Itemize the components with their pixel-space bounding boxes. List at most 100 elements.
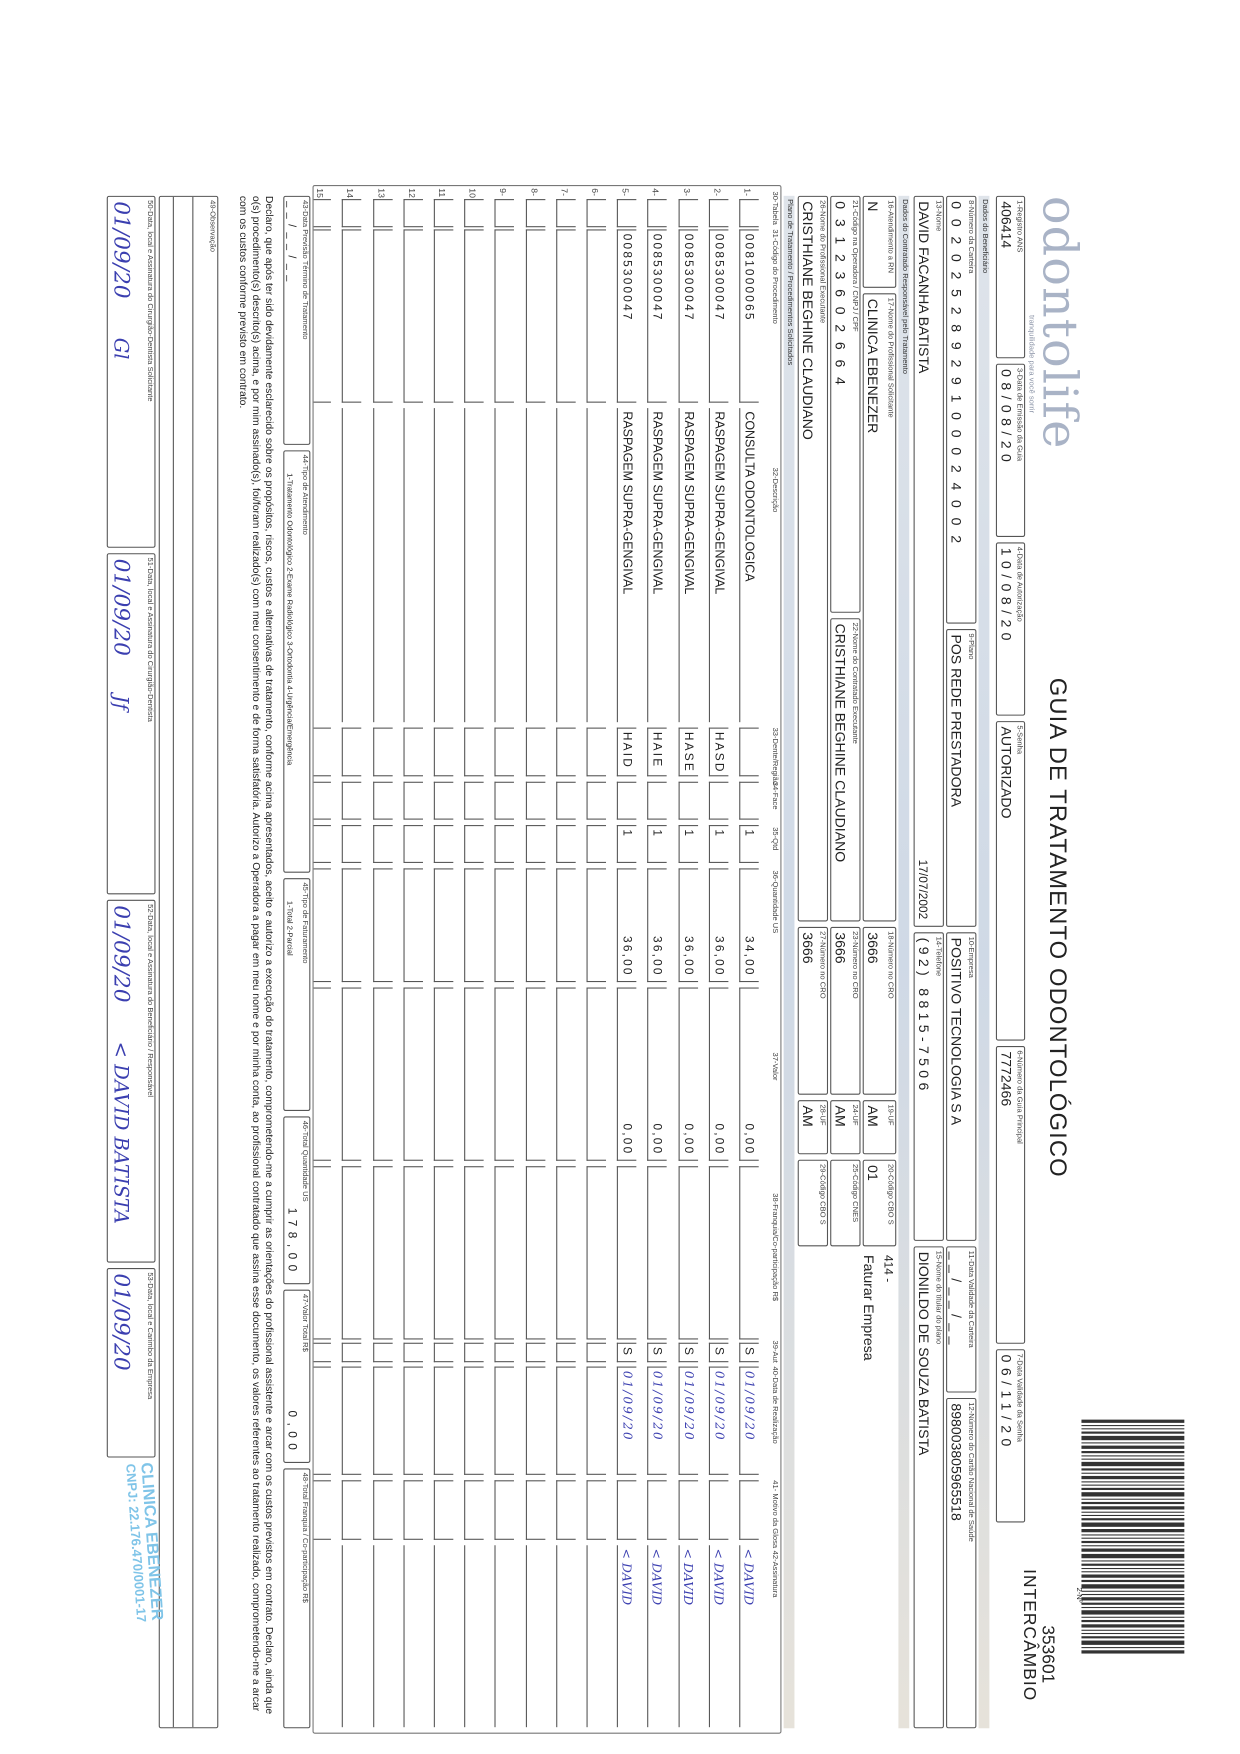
cell-aut[interactable]: [586, 1342, 607, 1363]
cell-aut[interactable]: [342, 1342, 362, 1363]
cell-face[interactable]: [586, 781, 607, 820]
cell-glosa[interactable]: [708, 1480, 729, 1540]
cell-data[interactable]: [586, 1366, 607, 1475]
cell-face[interactable]: [494, 781, 515, 820]
cell-valor[interactable]: [494, 987, 515, 1161]
cell-glosa[interactable]: [372, 1480, 393, 1540]
cell-descricao[interactable]: [433, 408, 454, 723]
cell-us[interactable]: 34,00: [739, 868, 759, 983]
cell-dente[interactable]: [403, 727, 423, 777]
cell-qtd[interactable]: [525, 825, 545, 863]
cell-assinatura[interactable]: [403, 1545, 423, 1728]
cell-codigo[interactable]: [555, 229, 576, 403]
cell-valor[interactable]: 0,00: [647, 987, 668, 1161]
cell-data[interactable]: [555, 1366, 576, 1475]
cell-descricao[interactable]: RASPAGEM SUPRA-GENGIVAL: [647, 408, 668, 723]
cell-tabela[interactable]: [403, 199, 423, 228]
cell-franquia[interactable]: [494, 1166, 515, 1340]
cell-assinatura[interactable]: < DAVID: [647, 1545, 668, 1728]
cell-dente[interactable]: HAID: [617, 727, 637, 777]
cell-qtd[interactable]: [586, 825, 607, 863]
cell-descricao[interactable]: [372, 408, 393, 723]
cell-tabela[interactable]: [342, 199, 362, 228]
cell-glosa[interactable]: [739, 1480, 759, 1540]
cell-dente[interactable]: [342, 727, 362, 777]
cell-data[interactable]: 01/09/20: [647, 1366, 668, 1475]
cell-assinatura[interactable]: < DAVID: [708, 1545, 729, 1728]
cell-valor[interactable]: [464, 987, 484, 1161]
cell-codigo[interactable]: [372, 229, 393, 403]
cell-codigo[interactable]: [433, 229, 454, 403]
cell-glosa[interactable]: [617, 1480, 637, 1540]
cell-dente[interactable]: [464, 727, 484, 777]
cell-franquia[interactable]: [342, 1166, 362, 1340]
field-observacao[interactable]: 49-Observação: [158, 195, 219, 1729]
cell-aut[interactable]: S: [708, 1342, 729, 1363]
cell-codigo[interactable]: 0085300047: [678, 229, 698, 403]
cell-face[interactable]: [647, 781, 668, 820]
cell-aut[interactable]: [525, 1342, 545, 1363]
cell-face[interactable]: [312, 781, 332, 820]
cell-glosa[interactable]: [555, 1480, 576, 1540]
cell-data[interactable]: 01/09/20: [708, 1366, 729, 1475]
cell-dente[interactable]: [494, 727, 515, 777]
cell-franquia[interactable]: [433, 1166, 454, 1340]
signature-field[interactable]: 51-Data, local e Assinatura do Cirurgião…: [106, 553, 156, 895]
cell-franquia[interactable]: [647, 1166, 668, 1340]
signature-field[interactable]: 52-Data, local e Assinatura do Beneficiá…: [106, 899, 156, 1263]
cell-glosa[interactable]: [464, 1480, 484, 1540]
cell-valor[interactable]: [403, 987, 423, 1161]
cell-franquia[interactable]: [372, 1166, 393, 1340]
cell-descricao[interactable]: [342, 408, 362, 723]
cell-face[interactable]: [678, 781, 698, 820]
cell-tabela[interactable]: [647, 199, 668, 228]
cell-assinatura[interactable]: [494, 1545, 515, 1728]
cell-tabela[interactable]: [312, 199, 332, 228]
cell-glosa[interactable]: [525, 1480, 545, 1540]
cell-data[interactable]: 01/09/20: [617, 1366, 637, 1475]
cell-dente[interactable]: [312, 727, 332, 777]
cell-aut[interactable]: S: [617, 1342, 637, 1363]
cell-qtd[interactable]: [403, 825, 423, 863]
cell-franquia[interactable]: [525, 1166, 545, 1340]
cell-franquia[interactable]: [708, 1166, 729, 1340]
cell-us[interactable]: 36,00: [617, 868, 637, 983]
cell-us[interactable]: [586, 868, 607, 983]
cell-assinatura[interactable]: [525, 1545, 545, 1728]
cell-aut[interactable]: [433, 1342, 454, 1363]
cell-glosa[interactable]: [678, 1480, 698, 1540]
cell-data[interactable]: [312, 1366, 332, 1475]
cell-dente[interactable]: [555, 727, 576, 777]
cell-data[interactable]: [403, 1366, 423, 1475]
cell-assinatura[interactable]: [372, 1545, 393, 1728]
cell-franquia[interactable]: [403, 1166, 423, 1340]
cell-data[interactable]: 01/09/20: [739, 1366, 759, 1475]
cell-us[interactable]: 36,00: [647, 868, 668, 983]
cell-aut[interactable]: [464, 1342, 484, 1363]
cell-dente[interactable]: HASD: [708, 727, 729, 777]
cell-us[interactable]: [555, 868, 576, 983]
cell-qtd[interactable]: [555, 825, 576, 863]
cell-codigo[interactable]: 0085300047: [708, 229, 729, 403]
cell-face[interactable]: [342, 781, 362, 820]
cell-us[interactable]: 36,00: [678, 868, 698, 983]
cell-tabela[interactable]: [525, 199, 545, 228]
cell-valor[interactable]: 0,00: [617, 987, 637, 1161]
cell-tabela[interactable]: [372, 199, 393, 228]
cell-codigo[interactable]: [525, 229, 545, 403]
cell-tabela[interactable]: [708, 199, 729, 228]
cell-franquia[interactable]: [586, 1166, 607, 1340]
cell-dente[interactable]: HAIE: [647, 727, 668, 777]
cell-qtd[interactable]: 1: [617, 825, 637, 863]
cell-assinatura[interactable]: [464, 1545, 484, 1728]
cell-codigo[interactable]: 0085300047: [647, 229, 668, 403]
cell-franquia[interactable]: [678, 1166, 698, 1340]
cell-us[interactable]: [372, 868, 393, 983]
cell-aut[interactable]: [494, 1342, 515, 1363]
cell-valor[interactable]: [312, 987, 332, 1161]
cell-aut[interactable]: [403, 1342, 423, 1363]
cell-tabela[interactable]: [433, 199, 454, 228]
cell-valor[interactable]: [586, 987, 607, 1161]
cell-us[interactable]: [403, 868, 423, 983]
cell-qtd[interactable]: [342, 825, 362, 863]
